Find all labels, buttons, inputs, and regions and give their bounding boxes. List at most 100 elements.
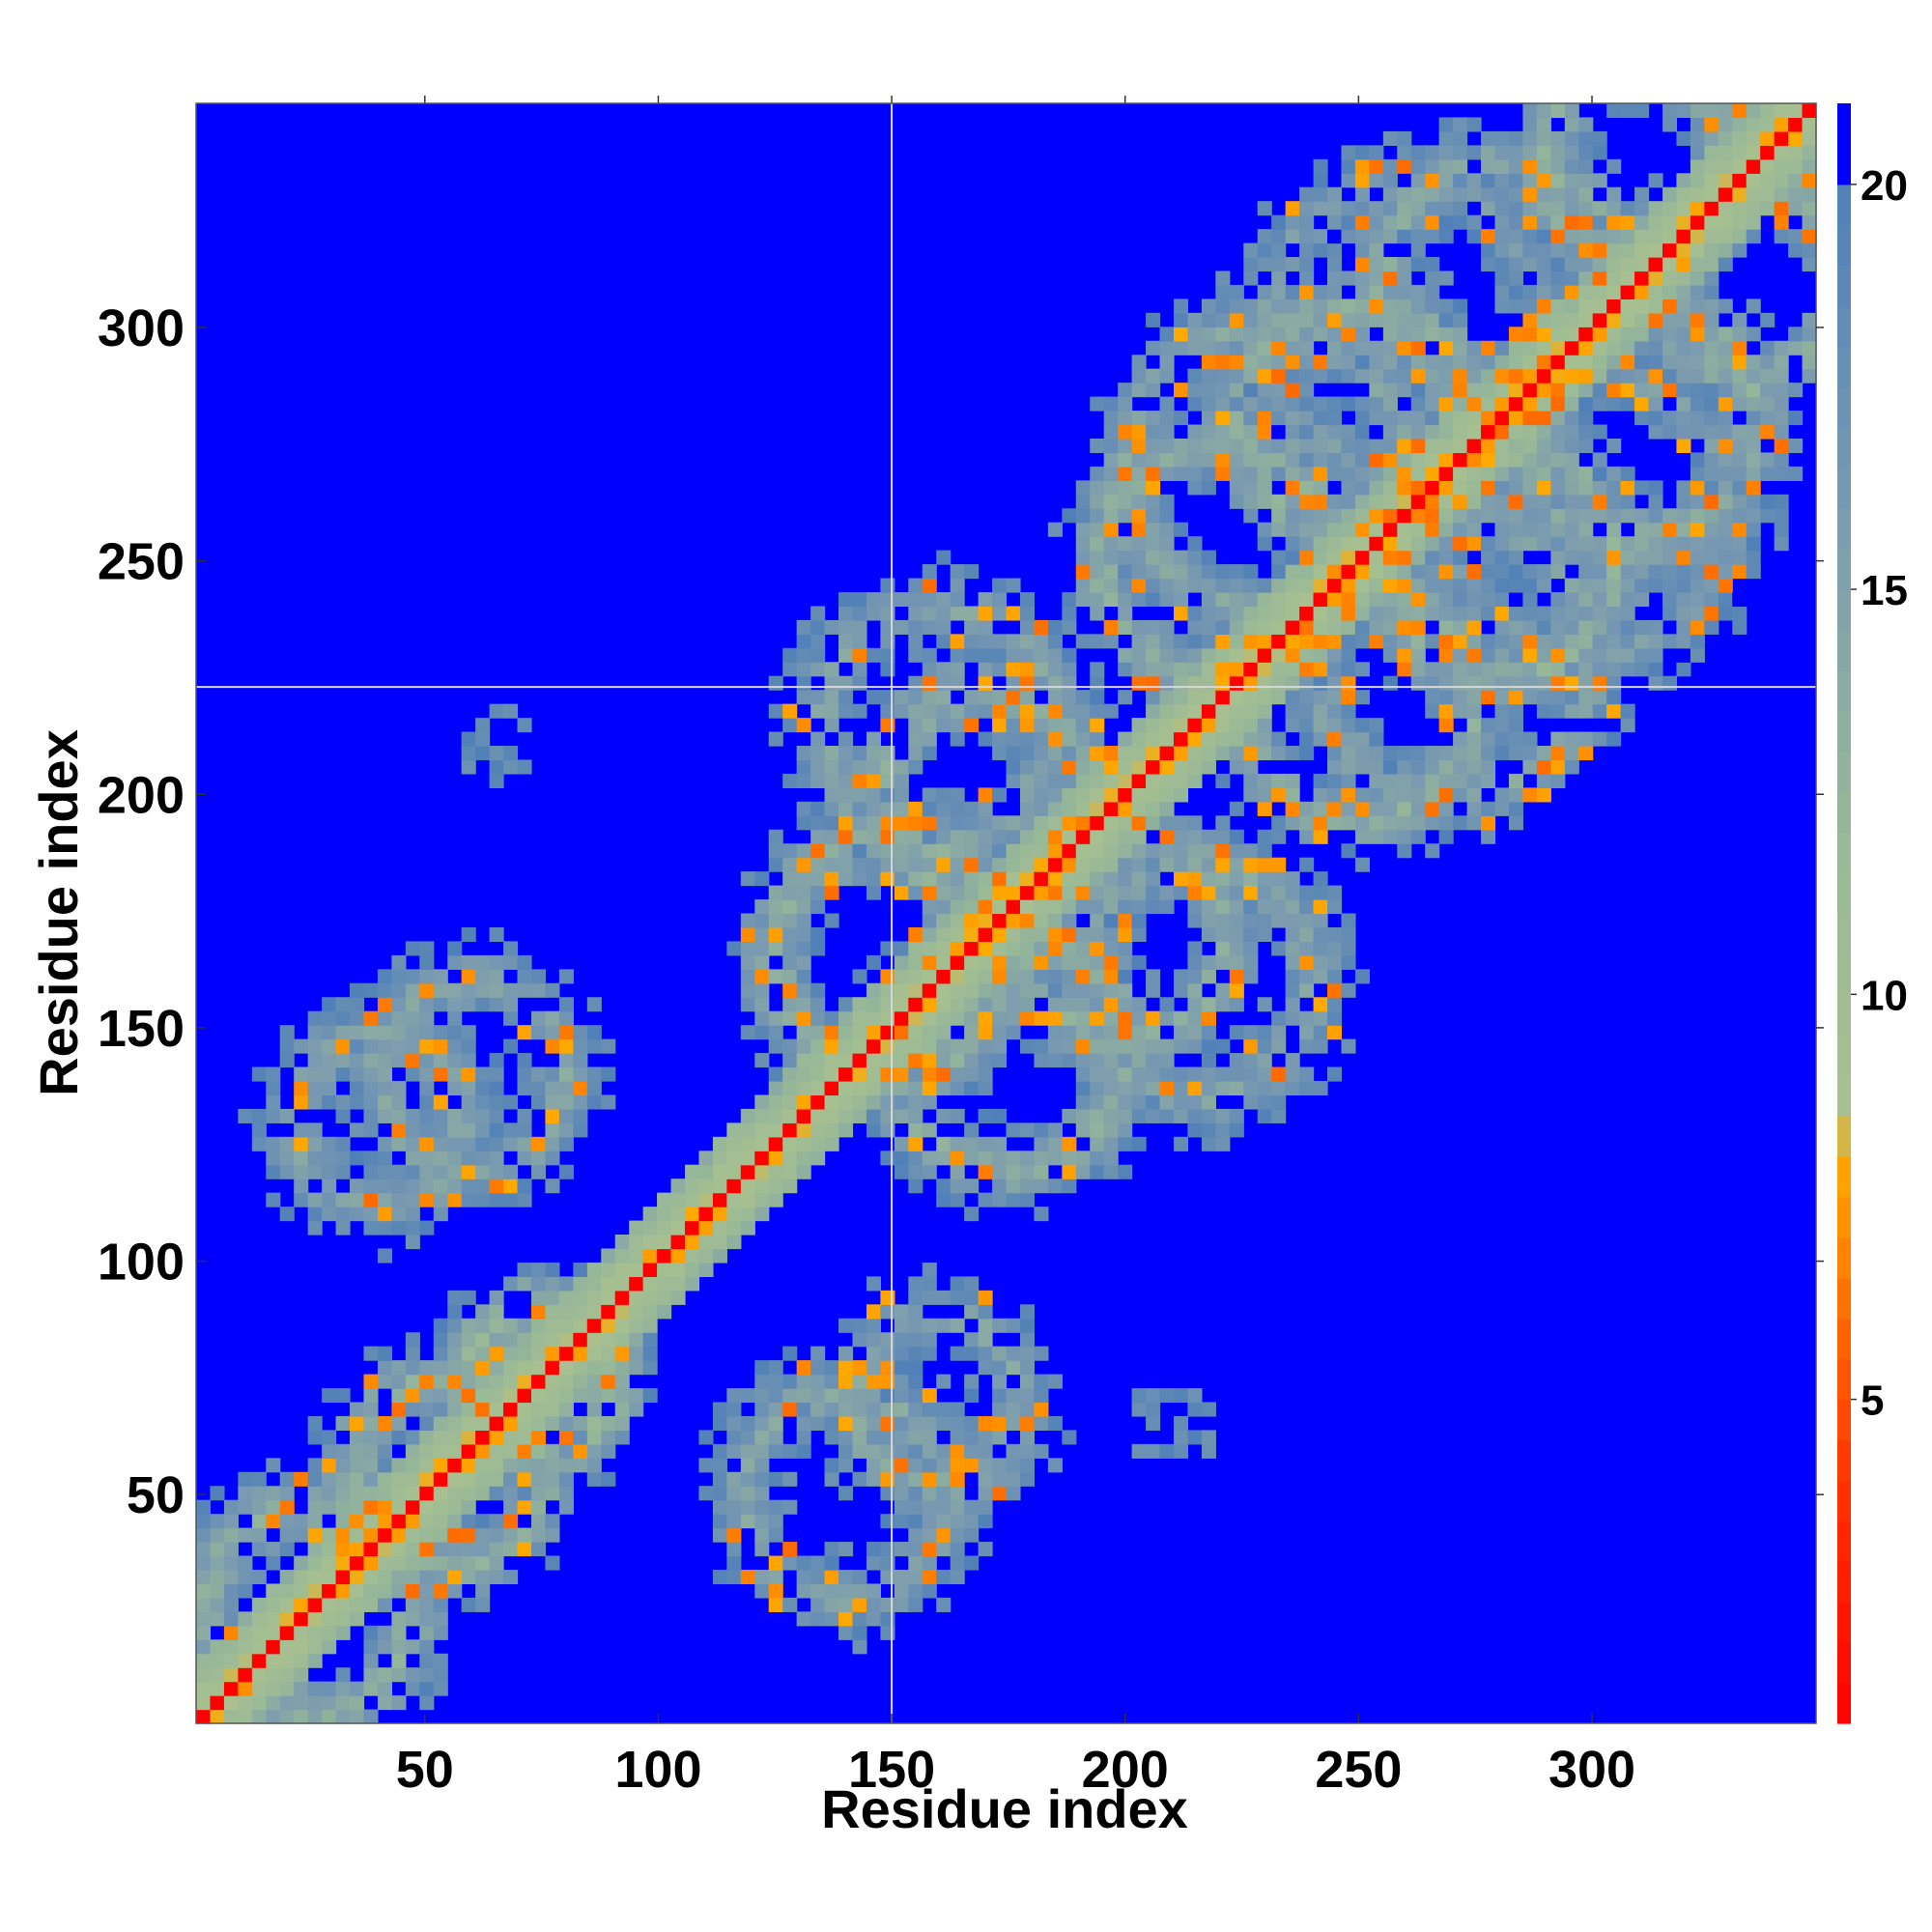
heatmap-cell: [1410, 829, 1426, 844]
heatmap-cell: [1634, 284, 1650, 299]
heatmap-cell: [489, 746, 504, 761]
heatmap-cell: [950, 1038, 965, 1054]
heatmap-cell: [517, 1179, 532, 1194]
heatmap-cell: [1341, 787, 1356, 803]
heatmap-cell: [335, 1136, 351, 1151]
heatmap-cell: [1620, 327, 1635, 342]
heatmap-cell: [922, 926, 937, 943]
heatmap-cell: [796, 690, 811, 705]
heatmap-cell: [1704, 606, 1719, 621]
heatmap-cell: [363, 1597, 379, 1612]
heatmap-cell: [1746, 494, 1761, 509]
heatmap-cell: [223, 1639, 239, 1655]
heatmap-cell: [1522, 411, 1538, 426]
heatmap-cell: [1662, 186, 1678, 202]
heatmap-cell: [1494, 201, 1510, 216]
heatmap-cell: [391, 1471, 407, 1487]
heatmap-cell: [978, 1066, 993, 1082]
heatmap-cell: [1690, 452, 1705, 468]
heatmap-cell: [391, 1499, 407, 1515]
heatmap-cell: [838, 1122, 854, 1138]
heatmap-cell: [1118, 383, 1133, 398]
heatmap-cell: [1159, 550, 1175, 565]
heatmap-cell: [1299, 969, 1315, 984]
heatmap-cell: [1006, 815, 1021, 831]
heatmap-cell: [1173, 550, 1189, 565]
heatmap-cell: [1215, 1122, 1231, 1138]
heatmap-cell: [768, 1080, 783, 1096]
heatmap-cell: [489, 1388, 504, 1404]
heatmap-cell: [350, 1192, 365, 1208]
heatmap-cell: [838, 1597, 854, 1612]
heatmap-cell: [950, 578, 965, 593]
heatmap-cell: [1299, 494, 1315, 509]
heatmap-cell: [1271, 899, 1287, 915]
heatmap-cell: [1369, 522, 1384, 537]
heatmap-cell: [1438, 801, 1454, 816]
heatmap-cell: [363, 1388, 379, 1404]
heatmap-cell: [1159, 1443, 1175, 1459]
heatmap-cell: [1592, 229, 1607, 244]
heatmap-cell: [210, 1527, 225, 1543]
heatmap-cell: [1006, 1025, 1021, 1040]
heatmap-cell: [1397, 662, 1412, 677]
heatmap-cell: [1578, 214, 1594, 230]
heatmap-cell: [1090, 941, 1105, 956]
heatmap-cell: [1159, 662, 1175, 677]
heatmap-cell: [419, 1527, 435, 1543]
heatmap-cell: [1564, 173, 1579, 188]
heatmap-cell: [1090, 815, 1105, 831]
heatmap-cell: [950, 954, 965, 970]
heatmap-cell: [1187, 718, 1203, 733]
heatmap-cell: [978, 871, 993, 887]
heatmap-cell: [992, 718, 1008, 733]
heatmap-cell: [1299, 466, 1315, 481]
heatmap-cell: [1146, 536, 1161, 552]
heatmap-cell: [1578, 690, 1594, 705]
heatmap-cell: [335, 1066, 351, 1082]
heatmap-cell: [1327, 550, 1343, 565]
heatmap-cell: [558, 1430, 574, 1445]
heatmap-cell: [1131, 578, 1147, 593]
heatmap-cell: [1550, 368, 1566, 384]
heatmap-cell: [964, 1080, 980, 1096]
heatmap-cell: [796, 1555, 811, 1571]
heatmap-cell: [238, 1108, 253, 1123]
heatmap-cell: [1215, 1080, 1231, 1096]
heatmap-cell: [1550, 746, 1566, 761]
heatmap-cell: [950, 787, 965, 803]
heatmap-cell: [1522, 229, 1538, 244]
heatmap-cell: [1299, 327, 1315, 342]
heatmap-cell: [1522, 675, 1538, 691]
heatmap-cell: [936, 1290, 952, 1305]
heatmap-cell: [1494, 690, 1510, 705]
heatmap-cell: [1090, 438, 1105, 454]
heatmap-cell: [363, 1207, 379, 1222]
heatmap-cell: [377, 1094, 392, 1110]
heatmap-cell: [1341, 718, 1356, 733]
heatmap-cell: [1075, 1025, 1091, 1040]
heatmap-cell: [307, 1555, 323, 1571]
heatmap-cell: [1592, 606, 1607, 621]
heatmap-cell: [1019, 1388, 1036, 1404]
heatmap-cell: [251, 1709, 267, 1724]
heatmap-cell: [978, 843, 993, 859]
heatmap-cell: [1438, 298, 1454, 314]
heatmap-cell: [1481, 550, 1496, 565]
heatmap-cell: [1103, 466, 1119, 481]
heatmap-cell: [433, 1332, 448, 1348]
heatmap-cell: [363, 1471, 379, 1487]
heatmap-cell: [880, 1346, 895, 1361]
heatmap-cell: [1243, 746, 1259, 761]
heatmap-cell: [1397, 619, 1412, 635]
heatmap-cell: [1243, 690, 1259, 705]
heatmap-cell: [782, 926, 798, 943]
heatmap-cell: [1397, 787, 1412, 803]
heatmap-cell: [1215, 591, 1231, 608]
heatmap-cell: [740, 1151, 755, 1166]
heatmap-cell: [782, 1555, 798, 1571]
heatmap-cell: [964, 1514, 980, 1529]
heatmap-cell: [1481, 355, 1496, 370]
heatmap-cell: [1131, 550, 1147, 565]
